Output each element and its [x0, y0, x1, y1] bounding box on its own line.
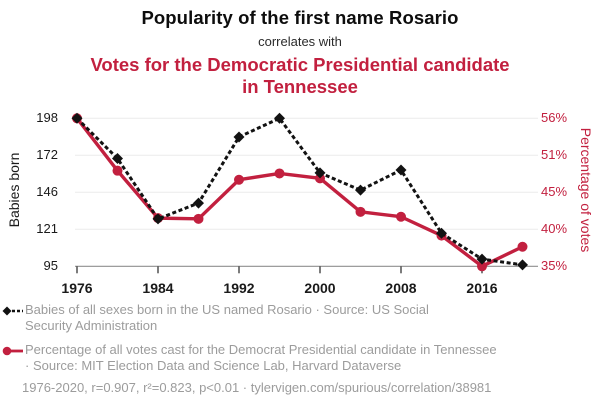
black-diamond-dashed-icon [2, 306, 23, 316]
left-axis-tick-label: 172 [36, 147, 58, 162]
data-point-circle [355, 206, 366, 217]
data-point-circle [477, 261, 487, 272]
right-axis-tick-label: 45% [541, 184, 568, 199]
x-axis-tick-label: 1992 [223, 280, 255, 296]
right-axis-tick-label: 56% [541, 110, 568, 125]
data-point-diamond [314, 167, 326, 179]
legend-label: Babies of all sexes born in the US named… [25, 302, 429, 333]
series-line [75, 116, 523, 267]
right-axis-tick-label: 51% [541, 147, 568, 162]
footer-stats: 1976-2020, r=0.907, r²=0.823, p<0.01 · t… [22, 380, 492, 395]
left-axis-tick-label: 121 [36, 221, 58, 236]
data-point-diamond [193, 197, 204, 209]
data-point-circle [193, 213, 204, 224]
chart-subtitle: correlates with [258, 34, 342, 49]
data-point-circle [517, 241, 528, 252]
data-point-diamond [517, 259, 528, 271]
legend-item-babies: Babies of all sexes born in the US named… [2, 302, 594, 334]
data-point-diamond [476, 253, 488, 265]
right-axis-tick-label: 35% [541, 258, 568, 273]
left-axis-tick-label: 95 [43, 258, 58, 273]
data-point-diamond [274, 112, 285, 124]
data-point-circle [396, 211, 406, 222]
x-axis-tick-label: 2000 [304, 280, 336, 296]
x-axis-tick-label: 2016 [466, 280, 498, 296]
left-axis-tick-label: 198 [36, 110, 58, 125]
plot-svg [71, 112, 538, 274]
data-point-diamond [71, 112, 83, 124]
data-point-circle [274, 168, 285, 179]
plot-region: Babies born Percentage of votes 198 172 … [0, 100, 600, 305]
legend-item-votes: Percentage of all votes cast for the Dem… [2, 342, 594, 374]
x-axis-tick-label: 2008 [385, 280, 417, 296]
red-circle-solid-icon [2, 346, 23, 356]
chart-header: Popularity of the first name Rosario cor… [0, 0, 600, 98]
chart-secondary-title: Votes for the Democratic Presidential ca… [90, 54, 510, 97]
legend: Babies of all sexes born in the US named… [2, 302, 594, 382]
data-point-diamond [436, 227, 447, 239]
data-point-diamond [355, 184, 366, 196]
legend-label: Percentage of all votes cast for the Dem… [25, 342, 497, 373]
chart-title: Popularity of the first name Rosario [141, 7, 459, 28]
data-point-circle [234, 174, 244, 185]
data-point-diamond [395, 164, 407, 176]
right-axis-tick-label: 40% [541, 221, 568, 236]
x-axis-tick-label: 1984 [142, 280, 174, 296]
data-point-circle [112, 165, 123, 176]
data-point-diamond [233, 131, 245, 143]
left-axis-tick-label: 146 [36, 184, 58, 199]
x-axis-tick-label: 1976 [61, 280, 93, 296]
data-point-diamond [152, 213, 164, 225]
